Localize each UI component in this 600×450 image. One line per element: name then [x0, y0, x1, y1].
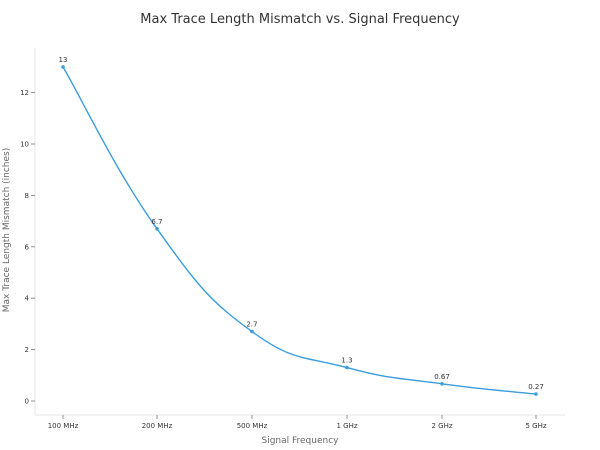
y-tick-label-4: 8 — [25, 192, 29, 200]
chart-title: Max Trace Length Mismatch vs. Signal Fre… — [140, 12, 460, 27]
y-tick-label-5: 10 — [20, 141, 29, 149]
data-label-0: 13 — [59, 56, 68, 64]
data-point-1 — [155, 227, 159, 231]
y-tick-label-2: 4 — [25, 295, 30, 303]
y-tick-label-6: 12 — [20, 89, 29, 97]
x-tick-label-4: 2 GHz — [431, 422, 452, 430]
x-tick-label-0: 100 MHz — [48, 422, 79, 430]
x-axis-label: Signal Frequency — [261, 436, 339, 446]
y-tick-label-0: 0 — [25, 398, 29, 406]
x-tick-label-2: 500 MHz — [237, 422, 268, 430]
data-point-2 — [250, 329, 254, 334]
data-point-0 — [61, 65, 65, 69]
x-tick-label-5: 5 GHz — [525, 422, 546, 430]
x-tick-label-3: 1 GHz — [336, 422, 357, 430]
data-point-5 — [534, 392, 538, 396]
data-point-4 — [440, 381, 444, 386]
data-labels: 13 6.7 2.7 1.3 0.67 0.27 — [59, 56, 544, 391]
data-label-5: 0.27 — [528, 383, 544, 391]
data-label-2: 2.7 — [246, 321, 257, 329]
x-axis-ticks: 100 MHz 200 MHz 500 MHz 1 GHz 2 GHz 5 GHz — [48, 415, 547, 430]
series-line — [62, 66, 537, 395]
data-label-3: 1.3 — [341, 357, 352, 365]
data-point-3 — [345, 365, 349, 370]
y-tick-label-3: 6 — [25, 243, 30, 251]
x-tick-label-1: 200 MHz — [142, 422, 173, 430]
data-label-4: 0.67 — [434, 373, 450, 381]
data-points — [61, 65, 538, 396]
y-axis-label: Max Trace Length Mismatch (inches) — [2, 148, 12, 313]
data-label-1: 6.7 — [151, 218, 162, 226]
y-axis-ticks: 0 2 4 6 8 10 12 — [20, 89, 35, 406]
y-tick-label-1: 2 — [25, 346, 29, 354]
